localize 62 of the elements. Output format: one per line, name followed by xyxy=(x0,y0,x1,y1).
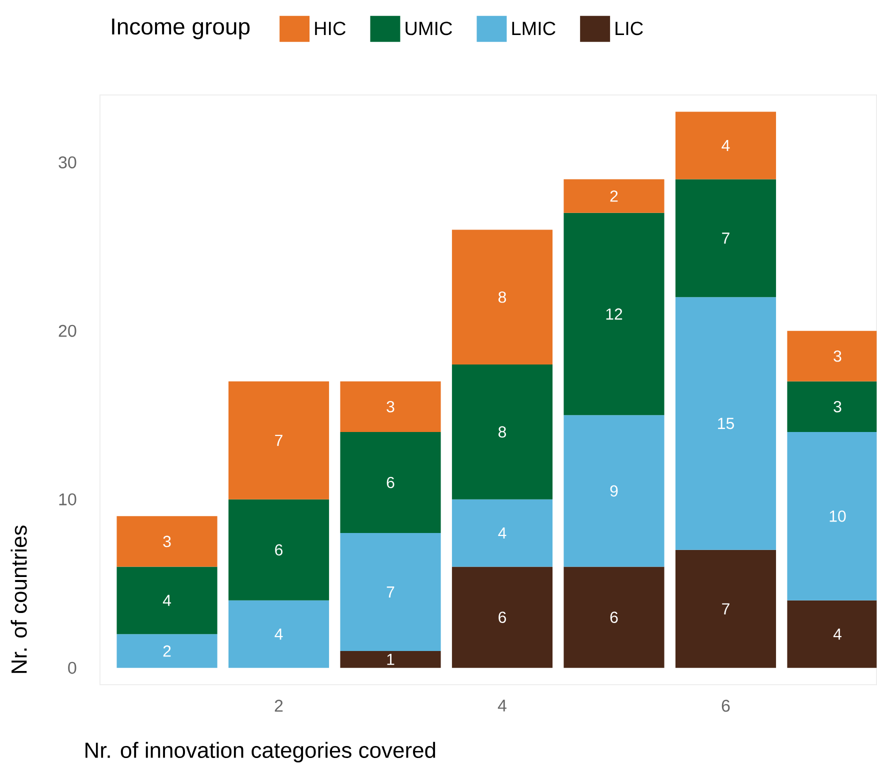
data-label: 8 xyxy=(498,426,506,438)
data-label: 4 xyxy=(162,594,171,606)
x-tick-label: 4 xyxy=(498,700,506,712)
bar xyxy=(564,212,664,416)
legend-title: Income group xyxy=(112,18,250,40)
bar xyxy=(340,650,441,668)
data-label: 4 xyxy=(274,628,283,640)
data-label: 6 xyxy=(498,612,506,623)
bar xyxy=(452,230,553,365)
y-tick-label: 30 xyxy=(58,156,76,168)
x-tick-label: 2 xyxy=(274,700,283,712)
data-label: 2 xyxy=(610,190,618,202)
y-tick-label: 20 xyxy=(58,324,76,337)
data-label: 2 xyxy=(163,645,171,657)
data-label: 15 xyxy=(718,418,734,430)
y-tick-label: 0 xyxy=(68,662,76,674)
bar xyxy=(675,297,776,550)
bar xyxy=(452,566,553,668)
data-label: 8 xyxy=(498,291,506,303)
bar xyxy=(675,550,776,668)
legend-label: LIC xyxy=(616,22,643,36)
bar xyxy=(564,566,664,668)
bar xyxy=(340,381,441,432)
legend-label: LMIC xyxy=(512,22,556,36)
y-axis-title: Nr. of countries xyxy=(10,526,27,673)
data-label: 10 xyxy=(830,510,846,522)
data-label: 3 xyxy=(834,350,842,362)
bar xyxy=(228,600,330,668)
legend-label: HIC xyxy=(315,22,346,36)
y-tick-label: 10 xyxy=(59,493,76,506)
data-label: 1 xyxy=(387,654,394,665)
data-label: 3 xyxy=(163,536,171,548)
data-label: 7 xyxy=(275,434,282,446)
legend-label: UMIC xyxy=(406,22,452,36)
bar xyxy=(452,364,553,500)
bar xyxy=(116,566,218,634)
bar xyxy=(564,415,664,567)
data-label: 6 xyxy=(610,612,618,623)
bar xyxy=(675,179,776,298)
data-label: 7 xyxy=(722,603,730,614)
data-label: 6 xyxy=(386,476,394,488)
x-tick-label: 6 xyxy=(722,700,730,712)
bar xyxy=(116,516,218,567)
bar xyxy=(228,499,330,600)
data-label: 6 xyxy=(275,544,282,556)
data-label: 3 xyxy=(386,400,394,412)
data-label: 3 xyxy=(834,400,842,412)
data-label: 12 xyxy=(606,308,622,320)
bar xyxy=(116,634,218,668)
data-label: 4 xyxy=(722,140,730,151)
data-label: 7 xyxy=(722,232,730,244)
bar xyxy=(340,533,441,651)
data-label: 7 xyxy=(386,586,394,598)
data-label: 4 xyxy=(833,628,842,640)
data-label: 9 xyxy=(610,485,618,497)
bar xyxy=(452,499,553,567)
bar xyxy=(675,112,776,180)
bar xyxy=(564,179,664,213)
bar xyxy=(228,381,330,500)
bar xyxy=(340,432,441,534)
data-label: 4 xyxy=(498,528,506,539)
x-axis-title: Nr. of innovation categories covered xyxy=(86,742,436,762)
